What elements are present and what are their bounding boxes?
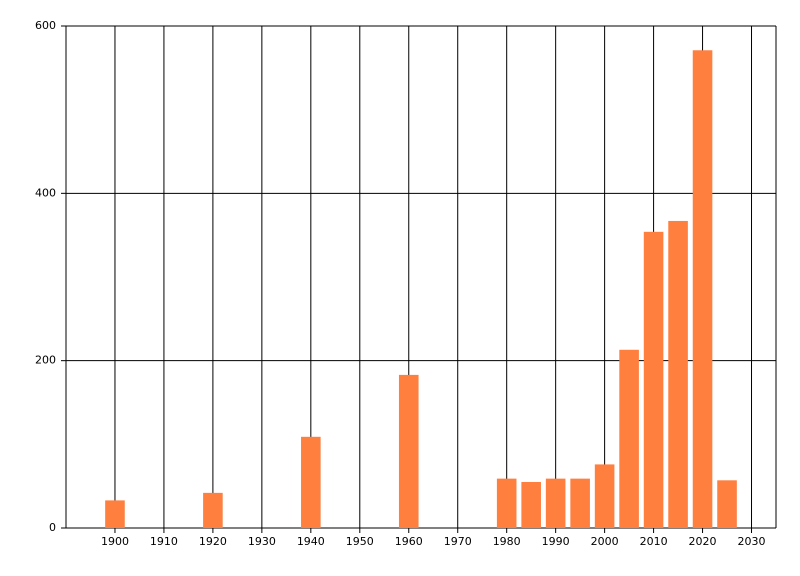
x-tick-label: 1950 [346, 535, 374, 548]
bar [301, 436, 321, 528]
bar [570, 478, 590, 528]
x-tick-label: 1920 [199, 535, 227, 548]
x-tick-label: 1970 [444, 535, 472, 548]
x-tick-label: 1960 [395, 535, 423, 548]
x-tick-label: 1990 [542, 535, 570, 548]
x-tick-label: 1910 [150, 535, 178, 548]
bar [619, 349, 639, 528]
x-tick-label: 1980 [493, 535, 521, 548]
y-tick-label: 600 [35, 19, 56, 32]
x-tick-label: 1930 [248, 535, 276, 548]
bar [717, 480, 737, 528]
bar [203, 492, 223, 528]
bar [545, 478, 566, 528]
x-tick-label: 2010 [640, 535, 668, 548]
x-tick-label: 1940 [297, 535, 325, 548]
y-tick-label: 200 [35, 354, 56, 367]
bar [692, 50, 713, 528]
bar [668, 220, 688, 528]
bar [594, 464, 615, 528]
bar [643, 231, 664, 528]
y-tick-label: 400 [35, 186, 56, 199]
x-tick-label: 1900 [101, 535, 129, 548]
x-tick-label: 2020 [689, 535, 717, 548]
x-tick-label: 2000 [591, 535, 619, 548]
bar [105, 500, 125, 528]
bar [496, 478, 517, 528]
x-tick-label: 2030 [738, 535, 766, 548]
bar [398, 374, 419, 528]
y-tick-label: 0 [49, 521, 56, 534]
bar [521, 481, 541, 528]
